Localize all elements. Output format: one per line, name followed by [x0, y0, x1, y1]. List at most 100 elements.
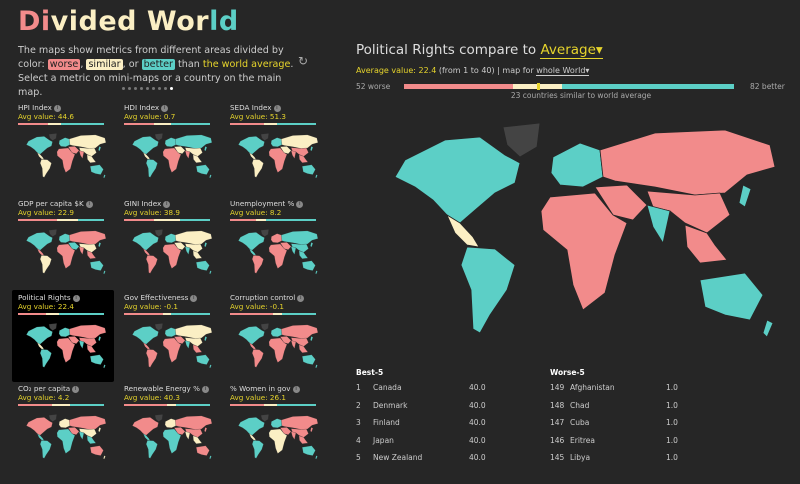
country-region-au[interactable] [302, 260, 316, 271]
country-region-af[interactable] [162, 243, 182, 269]
country-region-au[interactable] [302, 445, 316, 456]
country-region-na[interactable] [132, 232, 159, 251]
country-region-me[interactable] [174, 427, 186, 435]
country-region-eu[interactable] [58, 327, 70, 337]
country-region-nz[interactable] [103, 364, 106, 369]
country-region-gl[interactable] [260, 414, 269, 422]
country-region-gl[interactable] [154, 229, 163, 237]
country-region-ca[interactable] [37, 342, 45, 350]
country-region-jp[interactable] [98, 242, 101, 248]
country-region-ca[interactable] [37, 152, 45, 160]
country-region-me[interactable] [174, 146, 186, 154]
country-region-au[interactable] [196, 164, 210, 175]
mini-map-card[interactable]: Unemployment % i Avg value: 8.2 [224, 196, 326, 288]
country-region-jp[interactable] [204, 427, 207, 433]
mini-world-map[interactable] [230, 321, 320, 371]
country-region-nz[interactable] [103, 270, 106, 275]
country-region-me[interactable] [280, 146, 292, 154]
country-region-na[interactable] [26, 326, 53, 345]
country-region-af[interactable] [56, 428, 76, 454]
country-region-af[interactable] [268, 243, 288, 269]
country-region-se[interactable] [192, 435, 203, 444]
mini-map-card[interactable]: SEDA Index i Avg value: 51.3 [224, 100, 326, 192]
country-region-ru[interactable] [281, 134, 319, 149]
country-region-sa[interactable] [40, 440, 52, 459]
country-region-na[interactable] [26, 417, 53, 436]
country-region-jp[interactable] [310, 336, 313, 342]
info-icon[interactable]: i [53, 105, 61, 112]
country-region-in[interactable] [290, 431, 297, 440]
country-region-nz[interactable] [762, 319, 774, 338]
mini-world-map[interactable] [18, 131, 108, 181]
country-region-in[interactable] [290, 340, 297, 349]
info-icon[interactable]: i [85, 201, 93, 208]
country-region-in[interactable] [184, 340, 191, 349]
country-region-sa[interactable] [146, 159, 158, 178]
country-region-sa[interactable] [252, 440, 264, 459]
country-region-ru[interactable] [175, 134, 213, 149]
table-row[interactable]: 5 New Zealand 40.0 [356, 453, 509, 471]
country-region-af[interactable] [56, 147, 76, 173]
info-icon[interactable]: i [163, 201, 171, 208]
country-region-gl[interactable] [154, 323, 163, 331]
country-region-ca[interactable] [446, 213, 480, 248]
country-region-na[interactable] [26, 232, 53, 251]
country-region-se[interactable] [684, 224, 728, 264]
mini-map-card[interactable]: HPI Index i Avg value: 44.6 [12, 100, 114, 192]
country-region-se[interactable] [86, 154, 97, 163]
country-region-jp[interactable] [738, 184, 752, 208]
info-icon[interactable]: i [72, 386, 80, 393]
country-region-eu[interactable] [270, 137, 282, 147]
country-region-jp[interactable] [310, 146, 313, 152]
country-region-na[interactable] [238, 232, 265, 251]
country-region-gl[interactable] [48, 414, 57, 422]
page-dot[interactable] [134, 87, 137, 90]
country-region-gl[interactable] [48, 323, 57, 331]
mini-map-card[interactable]: Gov Effectiveness i Avg value: -0.1 [118, 290, 220, 382]
country-region-na[interactable] [132, 417, 159, 436]
mini-map-card[interactable]: Political Rights i Avg value: 22.4 [12, 290, 114, 382]
table-row[interactable]: 146 Eritrea 1.0 [550, 436, 706, 454]
table-row[interactable]: 4 Japan 40.0 [356, 436, 509, 454]
country-region-ca[interactable] [37, 248, 45, 256]
country-region-au[interactable] [302, 354, 316, 365]
country-region-na[interactable] [238, 136, 265, 155]
country-region-nz[interactable] [315, 364, 318, 369]
country-region-me[interactable] [68, 242, 80, 250]
info-icon[interactable]: i [201, 386, 209, 393]
country-region-in[interactable] [290, 246, 297, 255]
table-row[interactable]: 2 Denmark 40.0 [356, 401, 509, 419]
country-region-af[interactable] [268, 428, 288, 454]
country-region-ru[interactable] [281, 324, 319, 339]
country-region-nz[interactable] [209, 364, 212, 369]
country-region-eu[interactable] [550, 142, 604, 188]
country-region-ru[interactable] [175, 415, 213, 430]
country-region-eu[interactable] [270, 233, 282, 243]
country-region-na[interactable] [132, 136, 159, 155]
country-region-ru[interactable] [281, 415, 319, 430]
country-region-sa[interactable] [460, 246, 516, 334]
country-region-se[interactable] [192, 250, 203, 259]
country-region-au[interactable] [90, 164, 104, 175]
country-region-nz[interactable] [103, 455, 106, 460]
country-region-ca[interactable] [249, 248, 257, 256]
country-region-ca[interactable] [249, 433, 257, 441]
country-region-jp[interactable] [98, 336, 101, 342]
page-dot[interactable] [140, 87, 143, 90]
country-region-sa[interactable] [40, 159, 52, 178]
country-region-in[interactable] [78, 431, 85, 440]
country-region-me[interactable] [174, 242, 186, 250]
world-map[interactable] [355, 115, 785, 347]
country-region-in[interactable] [646, 204, 671, 245]
country-region-au[interactable] [196, 260, 210, 271]
country-region-sa[interactable] [146, 255, 158, 274]
page-dot[interactable] [158, 87, 161, 90]
country-region-af[interactable] [56, 337, 76, 363]
mini-world-map[interactable] [230, 227, 320, 277]
country-region-nz[interactable] [103, 174, 106, 179]
country-region-jp[interactable] [98, 146, 101, 152]
country-region-me[interactable] [280, 242, 292, 250]
country-region-na[interactable] [132, 326, 159, 345]
country-region-ca[interactable] [143, 248, 151, 256]
mini-world-map[interactable] [230, 412, 320, 462]
